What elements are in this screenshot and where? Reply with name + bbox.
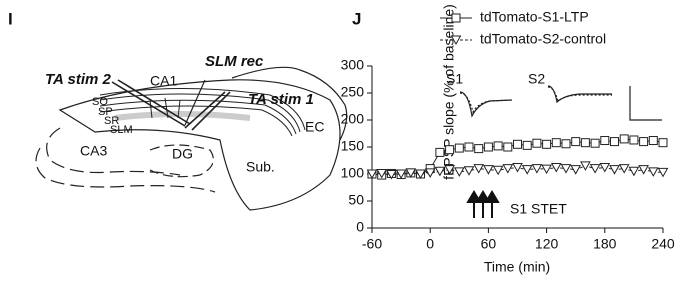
marker [464, 142, 474, 152]
marker [473, 164, 485, 174]
diagram-label: SP [98, 106, 113, 118]
marker [599, 163, 611, 173]
marker [483, 142, 493, 152]
diagram-label: SO [92, 96, 108, 108]
x-axis-label: Time (min) [484, 259, 550, 275]
marker [638, 165, 649, 175]
marker [589, 164, 601, 174]
marker [493, 141, 503, 151]
marker [647, 167, 659, 177]
marker [453, 167, 465, 177]
marker [550, 163, 562, 173]
marker [492, 165, 504, 176]
diagram-label: DG [172, 146, 193, 162]
marker [570, 165, 582, 175]
y-axis-label: fEPSP slope (% of baseline) [441, 4, 457, 180]
marker [502, 164, 514, 174]
annotation: S1 STET [510, 201, 567, 217]
diagram-label: CA3 [80, 143, 107, 159]
annotation: S2 [528, 71, 545, 87]
marker [618, 164, 630, 174]
marker [648, 136, 658, 146]
x-tick-label: -60 [362, 236, 382, 252]
marker [639, 137, 649, 147]
y-tick-label: 200 [341, 111, 365, 127]
x-tick-label: 180 [593, 236, 617, 252]
marker [629, 135, 639, 145]
legend-label: tdTomato-S1-LTP [480, 9, 589, 25]
x-tick-label: 60 [481, 236, 497, 252]
diagram-label: SLM rec [205, 53, 264, 70]
y-tick-label: 0 [356, 219, 364, 235]
marker [521, 165, 533, 175]
y-tick-label: 250 [341, 84, 365, 100]
legend-label: tdTomato-S2-control [480, 31, 606, 47]
x-tick-label: 240 [651, 236, 675, 252]
marker [561, 139, 571, 149]
marker [513, 139, 522, 149]
y-tick-label: 300 [341, 57, 365, 73]
diagram-label: EC [305, 119, 324, 135]
marker [405, 168, 417, 178]
legend-marker [451, 13, 461, 23]
y-tick-label: 50 [348, 192, 364, 208]
y-tick-label: 100 [341, 165, 365, 181]
marker [551, 138, 561, 148]
marker [619, 134, 629, 144]
marker [454, 143, 464, 153]
marker [600, 136, 610, 146]
diagram-label: TA stim 2 [45, 71, 112, 88]
marker [483, 165, 494, 175]
diagram-label: CA1 [150, 73, 177, 89]
marker [560, 164, 572, 174]
diagram-label: SR [104, 115, 119, 127]
marker [376, 168, 388, 179]
y-tick-label: 150 [341, 138, 365, 154]
marker [434, 166, 446, 177]
marker [610, 137, 619, 147]
diagram-label: Sub. [246, 159, 275, 175]
stim-arrows [466, 190, 500, 218]
marker [503, 142, 513, 152]
marker [445, 145, 455, 155]
hippocampus-drawing [35, 66, 348, 211]
x-tick-label: 120 [535, 236, 559, 252]
panel-label: J [352, 9, 361, 28]
marker [580, 161, 591, 171]
marker [542, 139, 552, 149]
marker [657, 167, 669, 178]
diagram-label: SLM [110, 124, 133, 136]
panel-label: I [8, 9, 13, 28]
marker [580, 138, 590, 148]
marker [541, 164, 552, 175]
marker [386, 170, 397, 180]
traces [459, 85, 662, 121]
marker [531, 164, 543, 174]
marker [444, 165, 455, 175]
marker [609, 165, 620, 175]
marker [522, 140, 532, 150]
marker [532, 138, 542, 148]
marker [415, 169, 426, 180]
marker [658, 138, 668, 148]
annotation: S1 [446, 71, 463, 87]
marker [463, 166, 475, 176]
marker [590, 138, 600, 148]
x-tick-label: 0 [426, 236, 434, 252]
marker [512, 163, 523, 173]
marker [474, 144, 484, 154]
marker [435, 147, 445, 157]
marker [395, 169, 407, 180]
legend-marker [450, 35, 462, 46]
marker [424, 168, 436, 178]
marker [628, 166, 640, 177]
diagram-label: TA stim 1 [248, 91, 314, 108]
marker [366, 169, 378, 180]
marker [571, 137, 581, 147]
